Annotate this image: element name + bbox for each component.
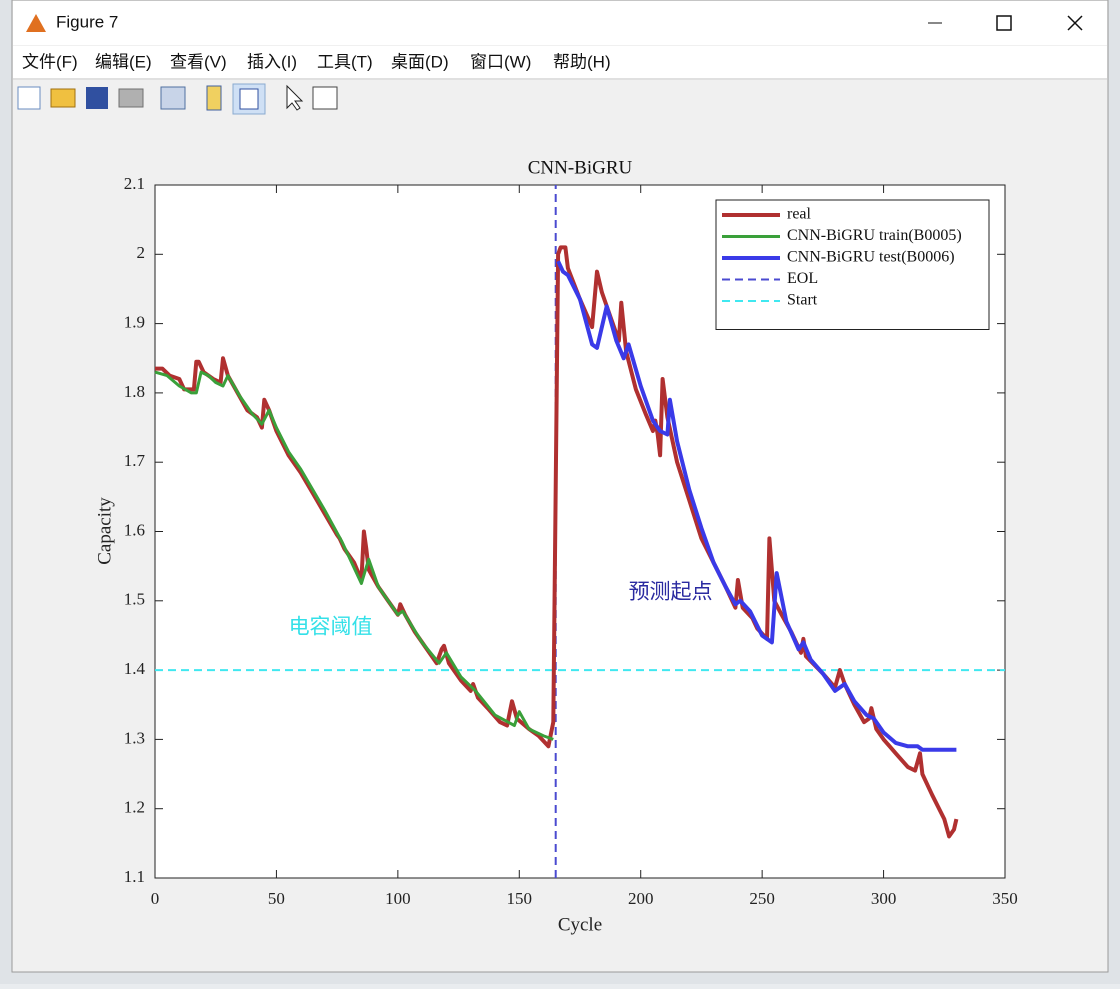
x-tick-label: 0 — [151, 889, 160, 908]
menu-item[interactable]: 工具(T) — [317, 52, 373, 71]
menu: 文件(F) 编辑(E) 查看(V) 插入(I) 工具(T) 桌面(D) 窗口(W) 帮助(H) — [22, 52, 611, 71]
legend: real CNN-BiGRU train(B0005) CNN-BiGRU test… — [715, 199, 990, 330]
y-tick-label: 1.5 — [124, 590, 145, 609]
legend-icon — [239, 88, 259, 110]
tool-link[interactable] — [160, 86, 186, 110]
legend-label: EOL — [787, 270, 818, 287]
y-tick-label: 2 — [137, 243, 146, 262]
chart-title: CNN-BiGRU — [528, 157, 633, 178]
x-tick-label: 150 — [507, 889, 533, 908]
tool-pointer[interactable] — [286, 84, 304, 111]
menu-item[interactable]: 窗口(W) — [470, 52, 531, 71]
menu-bar — [13, 46, 1107, 78]
menu-item[interactable]: 插入(I) — [247, 52, 297, 71]
legend-label: CNN-BiGRU test(B0006) — [787, 249, 955, 266]
app-icon — [26, 14, 46, 32]
y-tick-label: 1.8 — [124, 382, 145, 401]
y-axis-label: Capacity — [94, 497, 115, 565]
menu-item[interactable]: 桌面(D) — [391, 52, 449, 71]
y-tick-label: 1.1 — [124, 867, 145, 886]
menu-item[interactable]: 帮助(H) — [553, 52, 611, 71]
y-tick-label: 1.3 — [124, 728, 145, 747]
y-tick-label: 1.4 — [124, 659, 146, 678]
legend-label: Start — [787, 292, 818, 309]
plot: 0 50 100 150 200 250 300 350 1.1 1.2 1.3 1.4 1.5 1.6 1… — [124, 174, 1018, 908]
x-tick-label: 300 — [871, 889, 897, 908]
legend-label: real — [787, 206, 812, 223]
y-tick-label: 1.6 — [124, 520, 145, 539]
tool-new[interactable] — [17, 86, 41, 110]
tool-print[interactable] — [118, 88, 144, 108]
y-tick-label: 1.9 — [124, 313, 145, 332]
annotation: 预测起点 — [629, 580, 713, 604]
menu-item[interactable]: 编辑(E) — [95, 52, 152, 71]
close-button[interactable] — [1067, 15, 1083, 31]
y-tick-label: 1.2 — [124, 798, 145, 817]
annotation: 电容阈值 — [289, 614, 373, 638]
window-title: Figure 7 — [56, 12, 118, 31]
series-line — [556, 260, 957, 752]
x-tick-label: 350 — [992, 889, 1018, 908]
toolbar — [17, 83, 338, 115]
menu-item[interactable]: 文件(F) — [22, 52, 78, 71]
legend-box — [715, 199, 990, 330]
tool-open[interactable] — [50, 88, 76, 108]
tool-colorbar[interactable] — [206, 85, 222, 111]
y-tick-label: 2.1 — [124, 174, 145, 193]
maximize-button[interactable] — [996, 15, 1012, 31]
series-line — [154, 370, 554, 741]
y-tick-label: 1.7 — [124, 451, 146, 470]
x-tick-label: 250 — [749, 889, 775, 908]
x-axis-label: Cycle — [558, 914, 602, 935]
x-tick-label: 100 — [385, 889, 411, 908]
tool-save[interactable] — [86, 87, 108, 109]
legend-label: CNN-BiGRU train(B0005) — [787, 227, 962, 244]
tool-property[interactable] — [312, 86, 338, 110]
x-tick-label: 200 — [628, 889, 654, 908]
menu-item[interactable]: 查看(V) — [170, 52, 227, 71]
title-bar — [13, 1, 1107, 45]
x-tick-label: 50 — [268, 889, 285, 908]
axes-box — [154, 184, 1006, 879]
